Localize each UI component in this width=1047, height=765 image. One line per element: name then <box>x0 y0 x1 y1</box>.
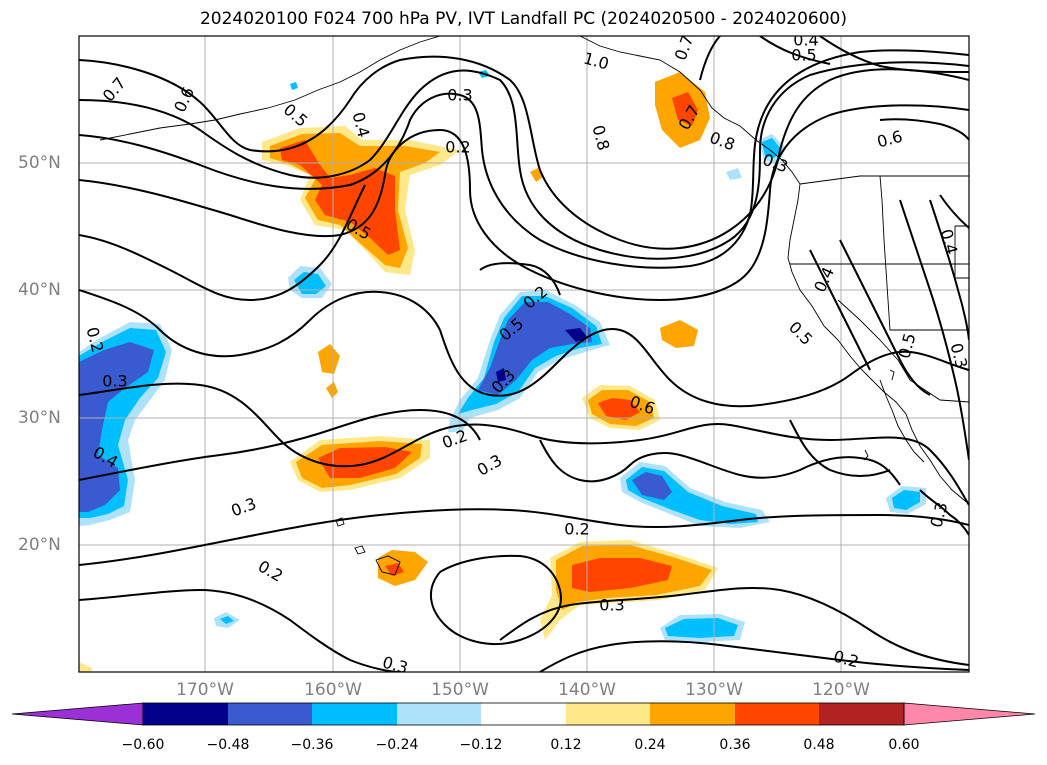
colorbar-segment <box>143 703 228 725</box>
gridlines <box>79 36 969 672</box>
contour-label: 0.3 <box>447 86 472 105</box>
colorbar-tick-label: 0.48 <box>803 737 835 753</box>
colorbar-segment <box>819 703 904 725</box>
colorbar-extend-left <box>11 702 144 726</box>
colorbar-segment <box>397 703 481 725</box>
contour-label: 0.3 <box>381 653 411 678</box>
colorbar <box>11 702 1036 726</box>
latitude-label: 40°N <box>18 280 61 300</box>
colorbar-segment <box>735 703 819 725</box>
colorbar-tick-label: 0.60 <box>888 737 920 753</box>
contour-label: 0.4 <box>793 31 818 50</box>
colorbar-tick-label: −0.36 <box>290 737 334 753</box>
latitude-label: 30°N <box>18 408 61 428</box>
longitude-label: 120°W <box>812 680 870 700</box>
negative-anomaly-area <box>496 368 506 382</box>
positive-anomaly-area <box>326 382 338 398</box>
longitude-label: 150°W <box>431 680 489 700</box>
colorbar-tick-label: 0.36 <box>719 737 751 753</box>
positive-anomaly-area <box>318 344 340 374</box>
positive-anomaly-area <box>385 563 404 576</box>
longitude-label: 130°W <box>685 680 743 700</box>
colorbar-segment <box>650 703 735 725</box>
negative-anomaly-area <box>478 302 592 395</box>
colorbar-segment <box>566 703 650 725</box>
colorbar-tick-label: −0.24 <box>375 737 419 753</box>
colorbar-tick-label: −0.12 <box>459 737 503 753</box>
longitude-label: 140°W <box>558 680 616 700</box>
negative-anomaly-area <box>79 342 154 512</box>
positive-anomaly-area <box>572 558 672 592</box>
colorbar-extend-right <box>903 702 1036 726</box>
latitude-label: 50°N <box>18 153 61 173</box>
positive-anomaly-area <box>378 550 428 586</box>
contour-label: 0.3 <box>946 341 971 371</box>
positive-anomaly-area <box>79 662 92 672</box>
colorbar-segment <box>228 703 312 725</box>
page-title: 2024020100 F024 700 hPa PV, IVT Landfall… <box>199 9 847 29</box>
contour-label: 0.3 <box>102 372 127 391</box>
map-frame <box>78 35 970 673</box>
colorbar-tick-label: 0.12 <box>550 737 582 753</box>
positive-anomaly-area <box>598 398 640 420</box>
contour-label: 0.2 <box>564 520 589 539</box>
contour-label: 0.2 <box>445 138 470 157</box>
contour-label: 0.5 <box>791 46 816 65</box>
negative-anomaly-area <box>290 82 298 90</box>
negative-anomaly-area <box>762 138 782 158</box>
longitude-label: 170°W <box>176 680 234 700</box>
positive-anomaly-area <box>280 140 400 255</box>
negative-anomaly-area <box>220 616 234 624</box>
contour-label: 0.3 <box>599 596 624 615</box>
colorbar-tick-label: 0.24 <box>634 737 666 753</box>
colorbar-segment <box>481 703 566 725</box>
positive-anomaly-area <box>660 320 698 348</box>
negative-anomaly-area <box>665 618 738 638</box>
colorbar-tick-label: −0.60 <box>121 737 165 753</box>
latitude-label: 20°N <box>18 535 61 555</box>
colorbar-tick-label: −0.48 <box>206 737 250 753</box>
longitude-label: 160°W <box>304 680 362 700</box>
contour-lines <box>79 36 969 672</box>
negative-anomaly-area <box>632 472 672 500</box>
colorbar-segment <box>312 703 397 725</box>
negative-anomaly-area <box>892 490 920 510</box>
positive-anomaly-area <box>672 92 698 126</box>
map-area: 0.7 0.60.5 0.40.30.21.0 0.70.80.70.50.80.40… <box>79 31 971 678</box>
negative-anomaly-area <box>726 168 742 180</box>
negative-anomaly-area <box>565 328 588 342</box>
negative-anomaly-area <box>294 272 326 294</box>
